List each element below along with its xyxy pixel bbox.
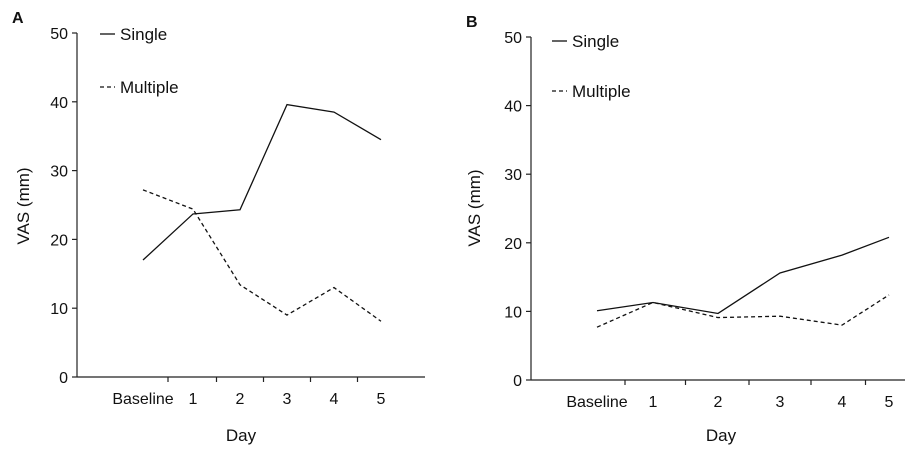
- panel-a-x-tick-label: 3: [283, 391, 292, 408]
- panel-b-y-tick-label: 40: [504, 99, 522, 116]
- panel-b-y-tick-label: 0: [513, 373, 522, 390]
- panel-b-label: B: [466, 14, 478, 31]
- panel-b-x-tick-label: 5: [885, 394, 894, 411]
- panel-b-y-tick-label: 30: [504, 167, 522, 184]
- panel-b-series-single-line: [596, 236, 890, 315]
- panel-a-y-axis-title: VAS (mm): [14, 167, 33, 244]
- panel-a-y-tick-label: 20: [50, 232, 68, 249]
- panel-b-x-tick-label: 4: [838, 394, 847, 411]
- panel-a-legend-single-label: Single: [120, 25, 167, 44]
- panel-b-series-multiple-line: [596, 294, 890, 328]
- panel-a-plot: 0 10 20 30 40 50 Baseline 1 2 3 4 5 Single Multiple: [50, 25, 425, 408]
- panel-a-series-multiple-line: [142, 189, 382, 322]
- panel-a-x-tick-label: 5: [377, 391, 386, 408]
- panel-b-legend-single-label: Single: [572, 32, 619, 51]
- panel-b-y-axis-title: VAS (mm): [465, 169, 484, 246]
- panel-b-x-tick-label: Baseline: [566, 394, 627, 411]
- panel-b-y-tick-label: 50: [504, 30, 522, 47]
- panel-b-plot: 0 10 20 30 40 50 Baseline 1 2 3 4 5 Single Multiple: [504, 30, 905, 411]
- panel-b-legend-multiple-label: Multiple: [572, 82, 631, 101]
- panel-a-x-tick-label: 2: [236, 391, 245, 408]
- panel-a-series-single-line: [142, 103, 382, 261]
- panel-a-y-tick-label: 0: [59, 370, 68, 387]
- panel-a-y-tick-label: 30: [50, 164, 68, 181]
- panel-b-y-tick-label: 20: [504, 236, 522, 253]
- panel-b-x-tick-label: 3: [776, 394, 785, 411]
- panel-a-x-tick-label: Baseline: [112, 391, 173, 408]
- panel-a-legend-multiple-label: Multiple: [120, 78, 179, 97]
- panel-a-x-axis-title: Day: [226, 426, 257, 445]
- panel-b-x-tick-label: 1: [649, 394, 658, 411]
- panel-a-y-tick-label: 50: [50, 26, 68, 43]
- panel-a-x-tick-label: 4: [330, 391, 339, 408]
- panel-b-x-tick-label: 2: [714, 394, 723, 411]
- panel-b-y-tick-label: 10: [504, 304, 522, 321]
- panel-b-x-axis-title: Day: [706, 426, 737, 445]
- panel-a-label: A: [12, 10, 24, 27]
- panel-a-x-tick-label: 1: [189, 391, 198, 408]
- panel-a-y-tick-label: 40: [50, 95, 68, 112]
- panel-a-y-tick-label: 10: [50, 301, 68, 318]
